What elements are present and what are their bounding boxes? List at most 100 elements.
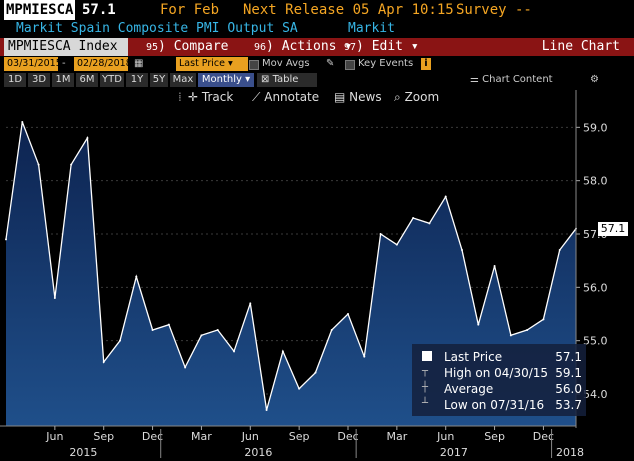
chart-type-label: Line Chart xyxy=(541,39,620,54)
info-icon[interactable]: i xyxy=(421,58,431,70)
chevron-down-icon: ▾ xyxy=(245,74,251,85)
period-ytd[interactable]: YTD xyxy=(100,73,124,87)
gear-icon[interactable]: ⚙ xyxy=(590,74,599,85)
calendar-icon[interactable]: ▦ xyxy=(134,58,144,69)
compare-button[interactable]: 95) Compare xyxy=(146,39,229,54)
title-row: MPMIESCA 57.1 For Feb Next Release 05 Ap… xyxy=(0,0,634,20)
current-value-tag: 57.1 xyxy=(598,221,628,236)
data-point xyxy=(281,350,284,353)
data-point xyxy=(151,329,154,331)
drag-handle-icon[interactable]: ⁞ xyxy=(178,90,182,104)
frequency-select[interactable]: Monthly ▾ xyxy=(198,73,254,87)
date-separator: - xyxy=(62,58,66,69)
white-square-icon xyxy=(422,351,432,361)
x-year-label: 2018 xyxy=(556,446,584,459)
ticker-symbol: MPMIESCA xyxy=(4,0,76,20)
x-axis: Jun Sep Dec Mar Jun Sep Dec Mar Jun Sep Dec 2015 201… xyxy=(0,425,584,459)
index-field[interactable]: MPMIESCA Index xyxy=(4,38,128,56)
data-point xyxy=(135,275,138,278)
data-point xyxy=(379,233,382,235)
period-label: For Feb xyxy=(160,2,220,18)
date-controls: 03/31/2015 - 02/28/2018 ▦ Last Price ▾ M… xyxy=(0,56,634,72)
next-release: Next Release 05 Apr 10:15 xyxy=(243,2,454,18)
data-point xyxy=(21,121,24,123)
chart-content-button[interactable]: ⚌ Chart Content xyxy=(470,74,553,85)
edit-button[interactable]: 97) Edit ▾ xyxy=(344,39,419,54)
data-point xyxy=(526,329,529,331)
period-max[interactable]: Max xyxy=(170,73,196,87)
key-events-checkbox[interactable] xyxy=(345,60,355,70)
period-5y[interactable]: 5Y xyxy=(150,73,168,87)
zoom-tool[interactable]: ⌕ Zoom xyxy=(394,90,440,104)
high-marker-icon: ┬ xyxy=(422,366,429,377)
data-point xyxy=(314,371,317,374)
survey-label: Survey -- xyxy=(456,2,532,18)
data-point xyxy=(53,297,56,299)
security-name-row: Markit Spain Composite PMI Output SA Mar… xyxy=(0,20,634,38)
chart-legend[interactable]: Last Price 57.1 ┬ High on 04/30/15 59.1 … xyxy=(412,344,586,416)
legend-last-price: Last Price 57.1 xyxy=(412,349,586,365)
crosshair-icon: ✛ xyxy=(188,90,199,104)
x-month-label: Jun xyxy=(436,430,454,443)
data-point xyxy=(428,222,431,225)
chart-tools: ⁞ ✛ Track ⟋ Annotate ▤ News ⌕ Zoom xyxy=(0,88,634,106)
news-tool[interactable]: ▤ News xyxy=(334,90,382,104)
price-line xyxy=(5,121,577,411)
period-1y[interactable]: 1Y xyxy=(126,73,148,87)
data-point xyxy=(102,361,105,363)
average-marker-icon: ┼ xyxy=(422,382,429,393)
data-point xyxy=(119,339,121,342)
start-date-field[interactable]: 03/31/2015 xyxy=(4,57,62,71)
legend-low: ┴ Low on 07/31/16 53.7 xyxy=(422,398,582,412)
data-point xyxy=(461,249,463,251)
key-events-label: Key Events xyxy=(358,58,414,69)
y-tick-label: 56.0 xyxy=(583,281,608,294)
data-point xyxy=(412,217,415,219)
chevron-down-icon: ▾ xyxy=(410,39,419,54)
data-point xyxy=(5,238,7,241)
legend-high: ┬ High on 04/30/15 59.1 xyxy=(422,366,582,380)
x-year-label: 2017 xyxy=(440,446,468,459)
data-point xyxy=(493,265,496,267)
source-name: Markit xyxy=(348,21,395,36)
x-month-label: Jun xyxy=(241,430,259,443)
y-tick-label: 55.0 xyxy=(583,335,608,348)
data-point xyxy=(330,329,333,331)
data-point xyxy=(477,323,480,326)
security-name: Markit Spain Composite PMI Output SA xyxy=(16,21,298,36)
data-point xyxy=(70,163,73,166)
chevron-down-icon: ▾ xyxy=(228,58,233,69)
x-month-label: Mar xyxy=(386,430,407,443)
period-1m[interactable]: 1M xyxy=(52,73,74,87)
data-point xyxy=(298,387,301,390)
track-tool[interactable]: ✛ Track xyxy=(188,90,234,104)
data-point xyxy=(184,366,187,369)
period-1d[interactable]: 1D xyxy=(4,73,26,87)
data-point xyxy=(249,302,252,305)
annotate-tool[interactable]: ⟋ Annotate xyxy=(252,90,320,104)
x-year-label: 2015 xyxy=(69,446,97,459)
last-value: 57.1 xyxy=(82,2,116,18)
pencil-icon[interactable]: ✎ xyxy=(326,58,335,69)
field-select[interactable]: Last Price ▾ xyxy=(176,57,248,71)
period-6m[interactable]: 6M xyxy=(76,73,98,87)
table-button[interactable]: ⊠ Table xyxy=(257,73,317,87)
legend-average: ┼ Average 56.0 xyxy=(422,382,582,396)
data-point xyxy=(509,334,512,337)
data-point xyxy=(265,409,268,411)
actions-button[interactable]: 96) Actions ▾ xyxy=(254,39,353,54)
mov-avgs-label: Mov Avgs xyxy=(262,58,310,69)
mov-avgs-checkbox[interactable] xyxy=(249,60,259,70)
chart-table-icon: ⊠ xyxy=(261,74,270,85)
data-point xyxy=(233,350,235,353)
x-month-label: Dec xyxy=(337,430,358,443)
low-marker-icon: ┴ xyxy=(422,398,429,409)
end-date-field[interactable]: 02/28/2018 xyxy=(74,57,132,71)
period-controls: 1D 3D 1M 6M YTD 1Y 5Y Max Monthly ▾ ⊠ Ta… xyxy=(0,72,634,88)
function-toolbar: MPMIESCA Index 95) Compare 96) Actions ▾… xyxy=(0,38,634,56)
data-point xyxy=(558,249,561,251)
x-month-label: Jun xyxy=(45,430,63,443)
data-point xyxy=(200,334,203,337)
y-tick-label: 54.0 xyxy=(583,388,608,401)
period-3d[interactable]: 3D xyxy=(28,73,50,87)
